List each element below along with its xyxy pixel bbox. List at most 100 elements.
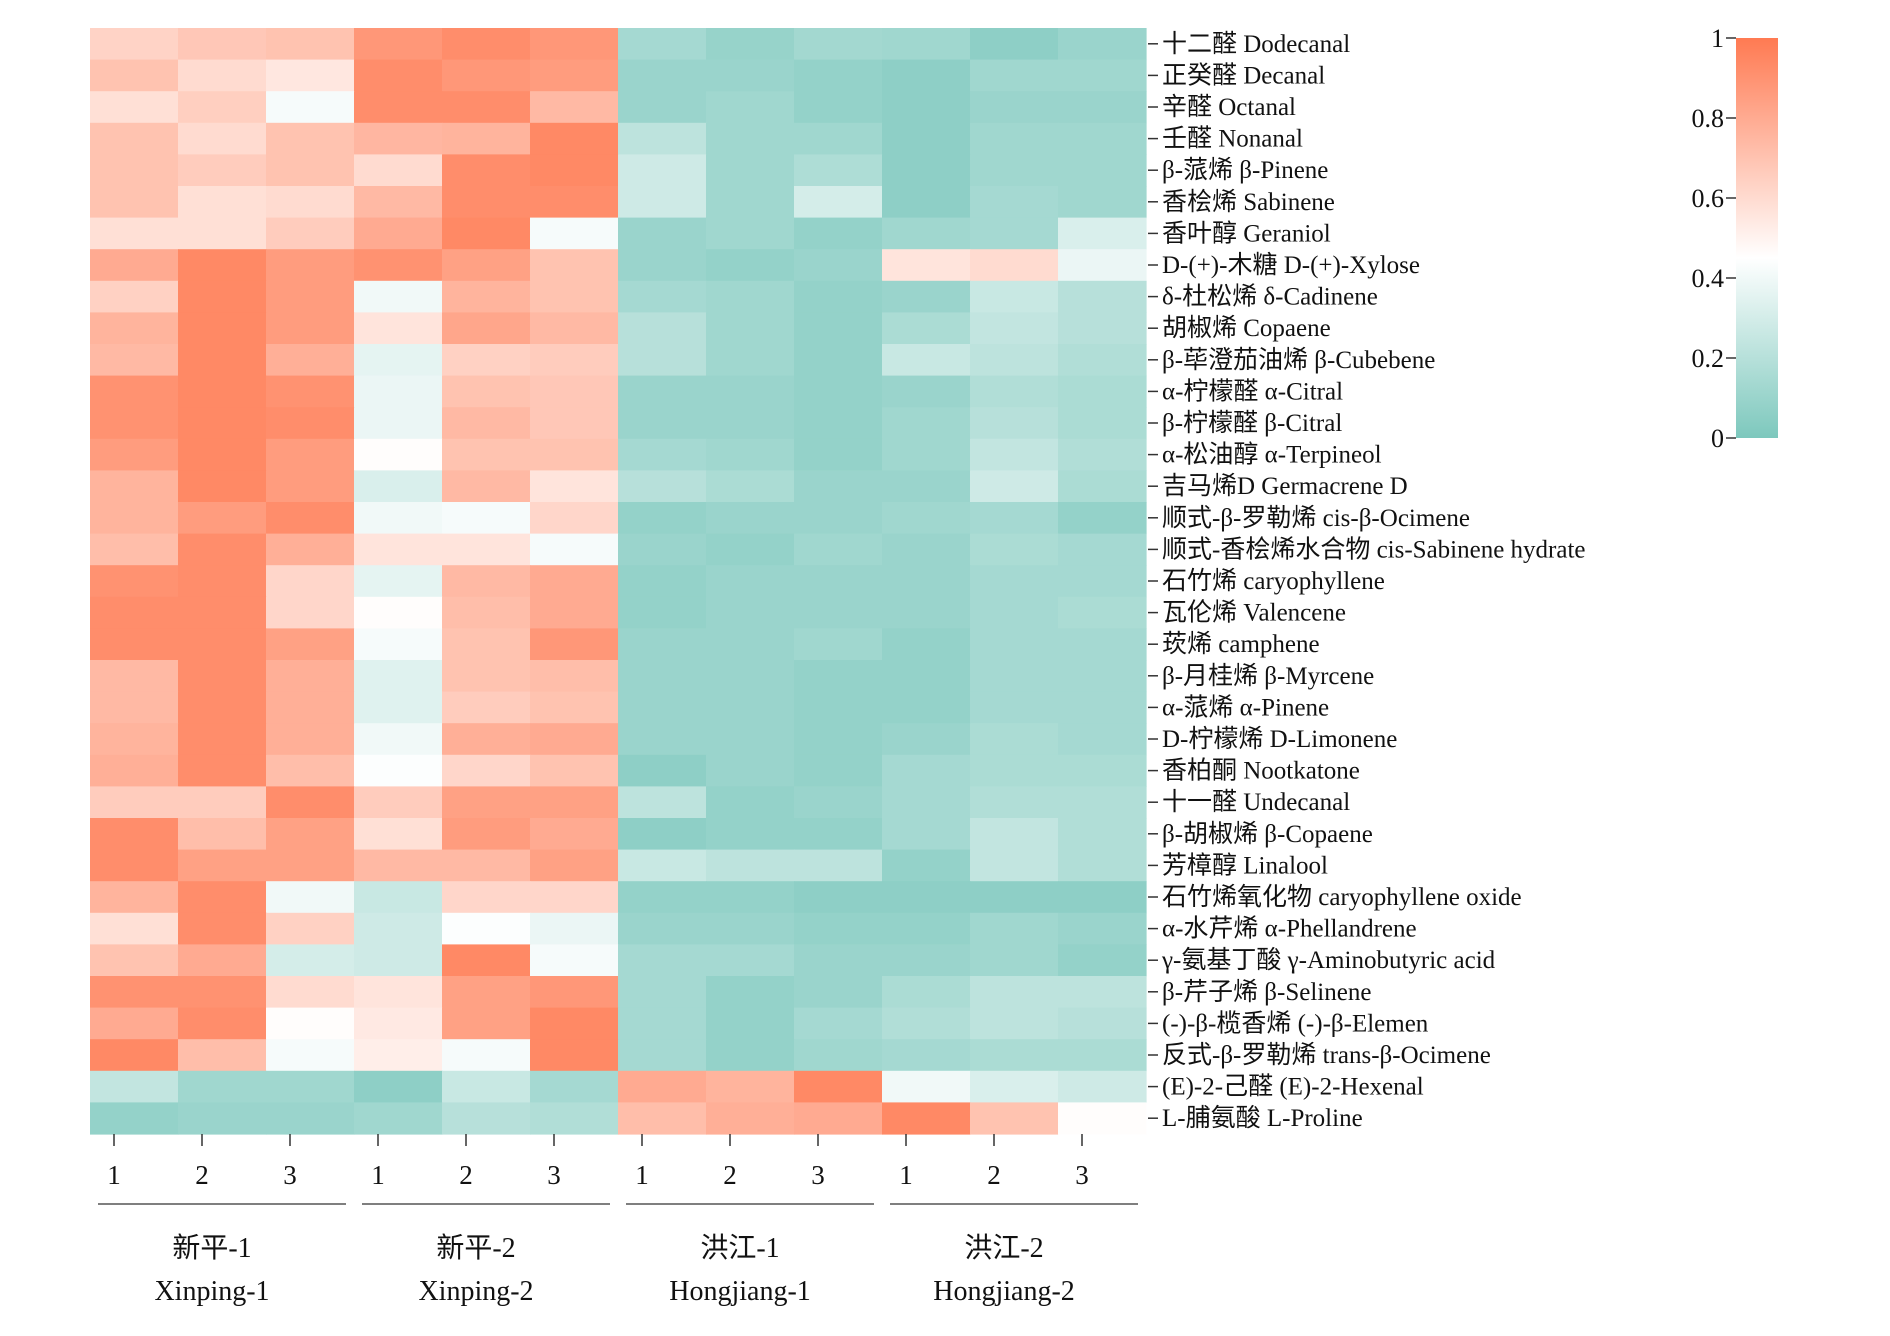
heatmap-cell xyxy=(178,849,267,882)
heatmap-cell xyxy=(266,280,355,313)
heatmap-cell xyxy=(970,849,1059,882)
heatmap-cell xyxy=(178,628,267,661)
heatmap-cell xyxy=(90,1007,179,1040)
heatmap-cell xyxy=(706,1007,795,1040)
heatmap-cell xyxy=(618,849,707,882)
heatmap-cell xyxy=(794,628,883,661)
heatmap-cell xyxy=(970,1039,1059,1072)
heatmap-cell xyxy=(618,1007,707,1040)
heatmap-cell xyxy=(618,217,707,250)
column-label: 1 xyxy=(371,1160,385,1190)
column-label: 2 xyxy=(459,1160,473,1190)
heatmap-cell xyxy=(90,154,179,187)
heatmap-cell xyxy=(794,344,883,377)
heatmap-cell xyxy=(354,565,443,598)
heatmap-cell xyxy=(354,818,443,851)
heatmap-cell xyxy=(794,154,883,187)
row-label: γ-氨基丁酸 γ-Aminobutyric acid xyxy=(1161,946,1496,974)
heatmap-cell xyxy=(354,154,443,187)
row-label: δ-杜松烯 δ-Cadinene xyxy=(1162,283,1378,311)
heatmap-cell xyxy=(706,1039,795,1072)
heatmap-cell xyxy=(970,154,1059,187)
heatmap-cell xyxy=(530,249,619,282)
heatmap-cell xyxy=(1058,912,1147,945)
heatmap-cell xyxy=(970,186,1059,219)
heatmap-cell xyxy=(266,249,355,282)
heatmap-cell xyxy=(354,122,443,155)
heatmap-cell xyxy=(266,881,355,914)
heatmap-cell xyxy=(442,691,531,724)
heatmap-cell xyxy=(1058,565,1147,598)
heatmap-cell xyxy=(618,912,707,945)
heatmap-cell xyxy=(882,91,971,124)
heatmap-cell xyxy=(178,407,267,440)
heatmap-cell xyxy=(970,881,1059,914)
heatmap-cell xyxy=(178,818,267,851)
heatmap-cell xyxy=(442,1039,531,1072)
heatmap-cell xyxy=(794,249,883,282)
column-label: 3 xyxy=(547,1160,561,1190)
heatmap-cell xyxy=(706,407,795,440)
heatmap-cell xyxy=(178,881,267,914)
heatmap-cell xyxy=(1058,217,1147,250)
row-label: D-柠檬烯 D-Limonene xyxy=(1162,725,1397,753)
heatmap-cell xyxy=(970,565,1059,598)
heatmap-cell xyxy=(882,628,971,661)
heatmap-cell xyxy=(442,660,531,693)
heatmap-cell xyxy=(618,691,707,724)
heatmap-cell xyxy=(266,849,355,882)
heatmap-cell xyxy=(1058,502,1147,535)
heatmap-cell xyxy=(1058,344,1147,377)
heatmap-cell xyxy=(1058,59,1147,92)
heatmap-cell xyxy=(1058,944,1147,977)
heatmap-cell xyxy=(178,186,267,219)
heatmap-cell xyxy=(970,407,1059,440)
heatmap-cell xyxy=(706,154,795,187)
heatmap-cell xyxy=(1058,533,1147,566)
column-label: 2 xyxy=(195,1160,209,1190)
heatmap-cell xyxy=(794,59,883,92)
heatmap-cell xyxy=(794,533,883,566)
heatmap-cell xyxy=(706,881,795,914)
heatmap-cell xyxy=(90,691,179,724)
group-label-zh: 新平-1 xyxy=(172,1232,251,1264)
heatmap-cell xyxy=(794,186,883,219)
heatmap-cell xyxy=(266,818,355,851)
heatmap-cell xyxy=(354,59,443,92)
heatmap-cell xyxy=(90,944,179,977)
heatmap-cell xyxy=(1058,660,1147,693)
heatmap-cell xyxy=(1058,818,1147,851)
row-label: 顺式-β-罗勒烯 cis-β-Ocimene xyxy=(1162,504,1470,532)
heatmap-cell xyxy=(266,533,355,566)
heatmap-cell xyxy=(794,122,883,155)
heatmap-cell xyxy=(970,912,1059,945)
heatmap-cell xyxy=(794,438,883,471)
group-label-zh: 新平-2 xyxy=(436,1232,515,1264)
heatmap-cell xyxy=(266,628,355,661)
heatmap-cell xyxy=(970,723,1059,756)
heatmap-cell xyxy=(618,28,707,61)
heatmap-cell xyxy=(794,786,883,819)
heatmap-cell xyxy=(530,59,619,92)
heatmap-cell xyxy=(1058,91,1147,124)
heatmap-cell xyxy=(178,723,267,756)
heatmap-cell xyxy=(354,976,443,1009)
heatmap-cell xyxy=(354,786,443,819)
heatmap-cell xyxy=(442,723,531,756)
row-label: D-(+)-木糖 D-(+)-Xylose xyxy=(1162,251,1420,279)
heatmap-cell xyxy=(266,786,355,819)
heatmap-cell xyxy=(442,91,531,124)
heatmap-cell xyxy=(882,470,971,503)
heatmap-cell xyxy=(266,122,355,155)
row-label: 吉马烯D Germacrene D xyxy=(1162,472,1408,500)
heatmap-cell xyxy=(882,912,971,945)
heatmap-cell xyxy=(266,28,355,61)
heatmap-cell xyxy=(354,28,443,61)
heatmap-cell xyxy=(266,407,355,440)
row-label: α-蒎烯 α-Pinene xyxy=(1162,693,1329,721)
heatmap-cell xyxy=(706,470,795,503)
heatmap-cell xyxy=(178,565,267,598)
heatmap-cell xyxy=(442,849,531,882)
heatmap-cell xyxy=(178,122,267,155)
